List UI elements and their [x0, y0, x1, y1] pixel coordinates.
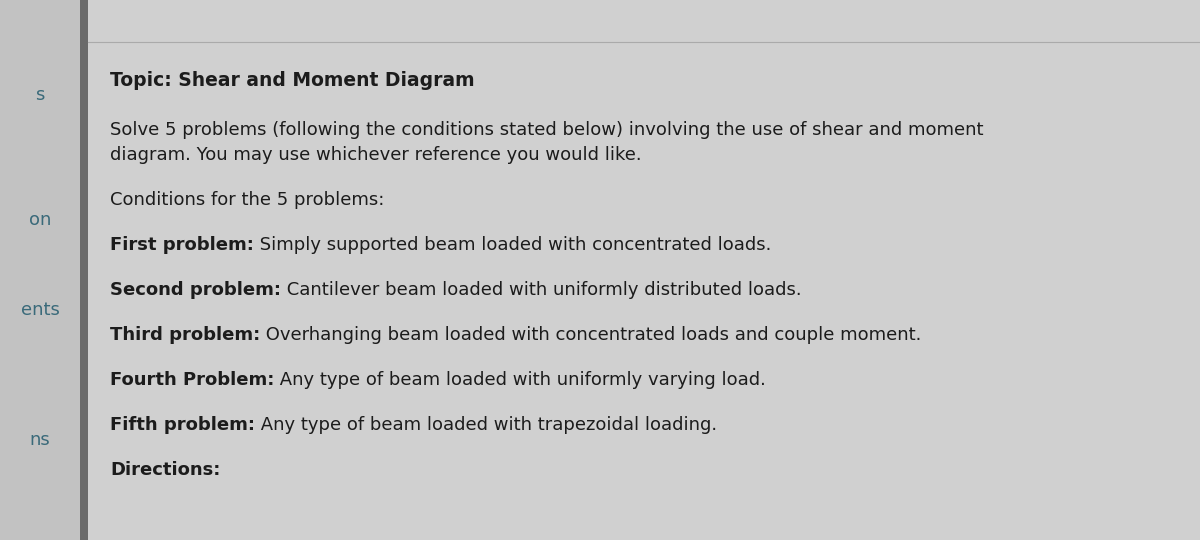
Text: Topic: Shear and Moment Diagram: Topic: Shear and Moment Diagram — [110, 71, 475, 90]
Text: ns: ns — [30, 431, 50, 449]
Text: Simply supported beam loaded with concentrated loads.: Simply supported beam loaded with concen… — [254, 236, 772, 254]
Text: Fourth Problem:: Fourth Problem: — [110, 371, 275, 389]
Text: Solve 5 problems (following the conditions stated below) involving the use of sh: Solve 5 problems (following the conditio… — [110, 121, 984, 139]
Text: Third problem:: Third problem: — [110, 326, 260, 344]
Bar — [80, 0, 88, 389]
Text: Any type of beam loaded with trapezoidal loading.: Any type of beam loaded with trapezoidal… — [256, 416, 718, 434]
Text: Conditions for the 5 problems:: Conditions for the 5 problems: — [110, 191, 384, 209]
Bar — [0, 0, 80, 540]
Text: Directions:: Directions: — [110, 461, 221, 479]
Text: Overhanging beam loaded with concentrated loads and couple moment.: Overhanging beam loaded with concentrate… — [260, 326, 922, 344]
Text: Second problem:: Second problem: — [110, 281, 281, 299]
Text: ents: ents — [20, 301, 60, 319]
Bar — [80, 0, 88, 540]
Text: diagram. You may use whichever reference you would like.: diagram. You may use whichever reference… — [110, 146, 642, 164]
Text: Any type of beam loaded with uniformly varying load.: Any type of beam loaded with uniformly v… — [275, 371, 767, 389]
Text: Fifth problem:: Fifth problem: — [110, 416, 256, 434]
Text: First problem:: First problem: — [110, 236, 254, 254]
Text: on: on — [29, 211, 52, 229]
Text: s: s — [35, 86, 44, 104]
Text: Cantilever beam loaded with uniformly distributed loads.: Cantilever beam loaded with uniformly di… — [281, 281, 802, 299]
